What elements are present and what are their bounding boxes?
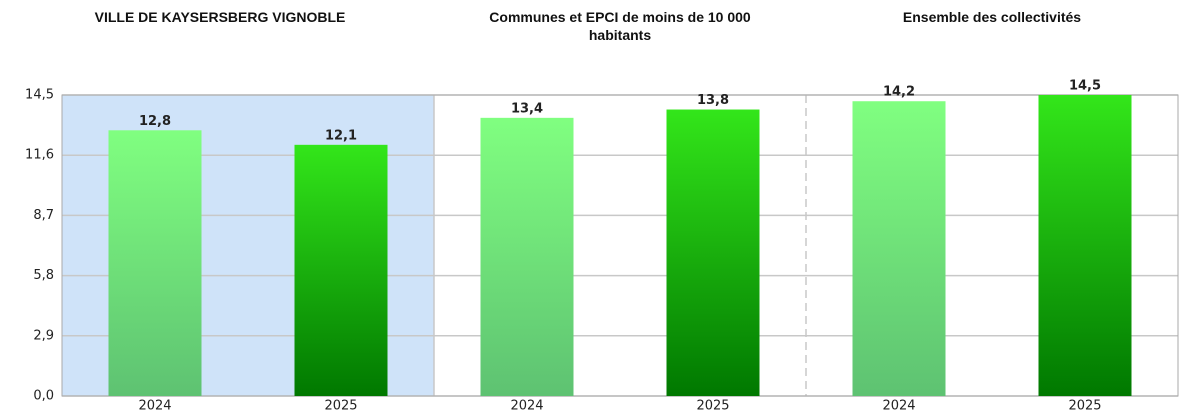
y-tick-label: 8,7: [33, 208, 54, 223]
bar: [852, 101, 946, 396]
x-tick-label: 2024: [510, 399, 543, 413]
plot-border: [61, 94, 1179, 397]
value-label: 13,8: [697, 93, 729, 108]
y-tick-label: 0,0: [33, 389, 54, 404]
y-tick-label: 11,6: [25, 148, 54, 163]
y-tick-label: 14,5: [25, 88, 54, 103]
group-title: Ensemble des collectivités: [902, 9, 1082, 25]
value-label: 14,5: [1069, 79, 1101, 94]
y-tick-label: 5,8: [33, 268, 54, 283]
x-tick-label: 2025: [696, 399, 729, 413]
group-title: Communes et EPCI de moins de 10 000 habi…: [489, 9, 751, 43]
value-label: 12,1: [325, 128, 357, 143]
bar: [666, 109, 760, 396]
x-tick-label: 2025: [1068, 399, 1101, 413]
bar: [1038, 95, 1132, 396]
x-tick-label: 2025: [324, 399, 357, 413]
value-label: 14,2: [883, 85, 915, 100]
value-label: 12,8: [139, 114, 171, 129]
value-label: 13,4: [511, 101, 543, 116]
group-title: VILLE DE KAYSERSBERG VIGNOBLE: [94, 9, 346, 25]
bar: [480, 117, 574, 397]
bar: [294, 144, 388, 396]
x-tick-label: 2024: [138, 399, 171, 413]
x-tick-label: 2024: [882, 399, 915, 413]
y-tick-label: 2,9: [33, 328, 54, 343]
bar: [108, 130, 202, 396]
